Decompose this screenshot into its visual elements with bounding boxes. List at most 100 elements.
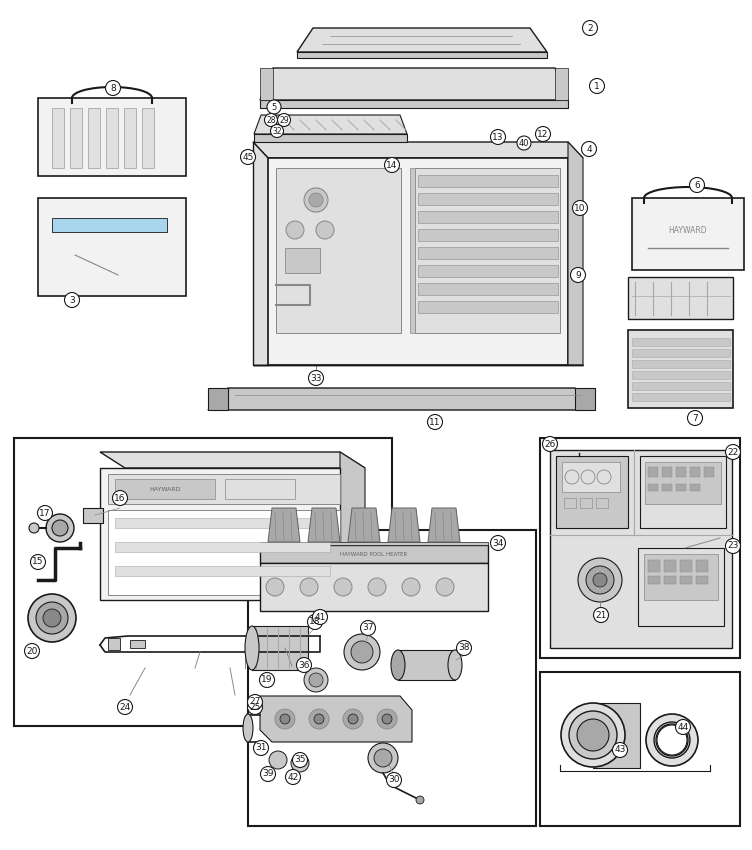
Bar	[632, 382, 730, 390]
Circle shape	[387, 773, 402, 787]
Circle shape	[296, 658, 311, 672]
Circle shape	[308, 371, 323, 386]
Circle shape	[726, 539, 741, 553]
Polygon shape	[418, 283, 558, 295]
Circle shape	[571, 268, 586, 282]
Polygon shape	[418, 247, 558, 259]
Circle shape	[31, 554, 46, 570]
Bar	[664, 576, 676, 584]
Text: 11: 11	[429, 417, 441, 427]
Polygon shape	[418, 301, 558, 313]
Bar	[648, 560, 660, 572]
Circle shape	[436, 578, 454, 596]
Bar	[142, 108, 154, 168]
Text: 1: 1	[594, 82, 600, 90]
Text: 6: 6	[694, 180, 700, 190]
Polygon shape	[260, 696, 412, 742]
Bar	[676, 484, 686, 491]
Text: 10: 10	[575, 203, 586, 212]
Polygon shape	[297, 28, 547, 52]
Circle shape	[65, 292, 80, 308]
Circle shape	[241, 150, 256, 165]
Text: 5: 5	[271, 103, 277, 111]
Circle shape	[286, 221, 304, 239]
Text: 13: 13	[493, 133, 504, 141]
Text: 43: 43	[614, 745, 626, 755]
Bar	[52, 108, 64, 168]
Text: 36: 36	[299, 660, 310, 670]
Circle shape	[360, 620, 375, 636]
Bar	[115, 566, 330, 576]
Circle shape	[593, 573, 607, 587]
Polygon shape	[388, 508, 420, 542]
Circle shape	[52, 520, 68, 536]
Circle shape	[275, 709, 295, 729]
Circle shape	[300, 578, 318, 596]
Text: 30: 30	[388, 775, 400, 785]
Bar	[632, 349, 730, 357]
Circle shape	[542, 437, 557, 451]
Polygon shape	[260, 68, 568, 100]
Circle shape	[308, 615, 323, 630]
Polygon shape	[348, 508, 380, 542]
Text: 17: 17	[39, 508, 50, 518]
Text: 42: 42	[287, 773, 299, 781]
Circle shape	[286, 769, 301, 785]
Polygon shape	[260, 68, 273, 100]
Circle shape	[581, 141, 596, 156]
Bar	[676, 467, 686, 477]
Polygon shape	[418, 193, 558, 205]
Circle shape	[29, 523, 39, 533]
Circle shape	[259, 672, 274, 688]
Polygon shape	[568, 142, 583, 365]
Circle shape	[344, 634, 380, 670]
Text: 40: 40	[519, 139, 529, 148]
Bar	[632, 371, 730, 379]
Circle shape	[577, 719, 609, 751]
Circle shape	[25, 643, 40, 659]
Bar	[83, 508, 103, 523]
Bar	[696, 560, 708, 572]
Circle shape	[265, 114, 277, 127]
Bar	[632, 393, 730, 401]
Text: 20: 20	[26, 647, 38, 655]
Circle shape	[654, 722, 690, 758]
Circle shape	[247, 694, 262, 710]
Polygon shape	[254, 134, 407, 142]
Bar	[628, 277, 733, 319]
Bar	[648, 576, 660, 584]
Circle shape	[46, 514, 74, 542]
Polygon shape	[252, 626, 308, 670]
Circle shape	[583, 20, 598, 36]
Circle shape	[726, 445, 741, 460]
Text: 2: 2	[587, 24, 593, 32]
Circle shape	[427, 415, 442, 429]
Circle shape	[271, 124, 284, 138]
Ellipse shape	[448, 650, 462, 680]
Bar	[124, 108, 136, 168]
Bar	[260, 563, 488, 611]
Bar	[100, 468, 340, 600]
Bar	[564, 498, 576, 508]
Circle shape	[402, 578, 420, 596]
Bar	[52, 218, 167, 232]
Text: 39: 39	[262, 769, 274, 779]
Bar	[108, 638, 120, 650]
Circle shape	[490, 129, 505, 144]
Circle shape	[309, 193, 323, 207]
Circle shape	[657, 725, 687, 755]
Text: 24: 24	[120, 702, 131, 711]
Polygon shape	[254, 115, 407, 134]
Circle shape	[247, 700, 262, 715]
Text: 19: 19	[261, 676, 273, 684]
Text: 16: 16	[114, 494, 126, 502]
Polygon shape	[418, 175, 558, 187]
Circle shape	[316, 221, 334, 239]
Circle shape	[593, 608, 608, 622]
Circle shape	[578, 558, 622, 602]
Bar	[115, 518, 330, 528]
Bar	[225, 479, 295, 499]
Bar	[648, 484, 658, 491]
Bar	[115, 542, 330, 552]
Circle shape	[377, 709, 397, 729]
